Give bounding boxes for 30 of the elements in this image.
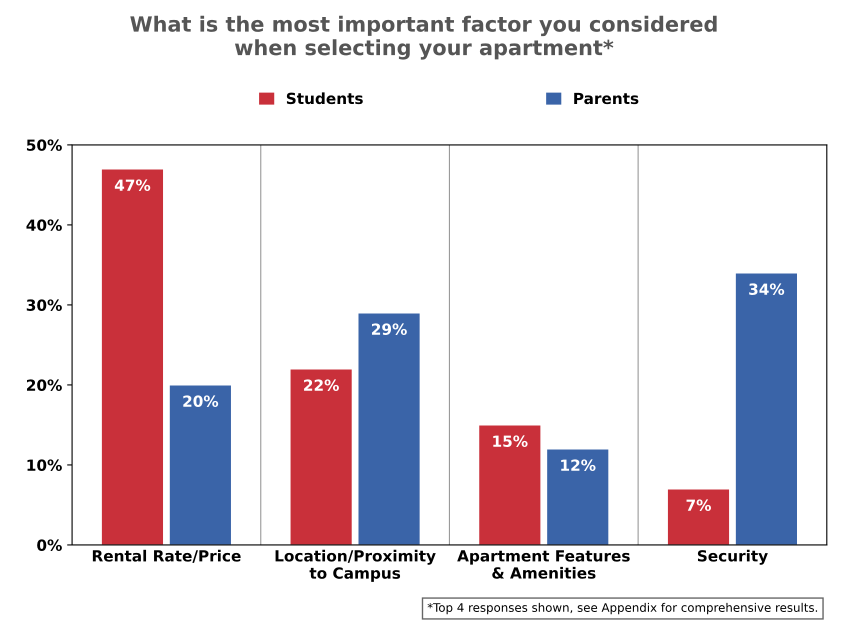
y-tick-label: 50% xyxy=(26,139,62,151)
data-label: 29% xyxy=(372,323,407,335)
bar xyxy=(100,168,164,545)
x-tick-label: Rental Rate/Price xyxy=(92,550,241,563)
bar xyxy=(289,368,353,545)
x-tick-label: Security xyxy=(698,550,768,565)
bar xyxy=(357,312,421,545)
bar xyxy=(666,488,730,545)
data-label: 34% xyxy=(749,283,784,295)
y-tick-label: 10% xyxy=(28,459,62,471)
legend-label: Students xyxy=(286,92,363,104)
data-label: 22% xyxy=(304,379,339,391)
bar xyxy=(168,384,232,545)
legend-label: Parents xyxy=(574,92,638,104)
text: *Top 4 responses shown, see Appendix for comprehensive results. xyxy=(428,602,818,614)
data-label: 47% xyxy=(114,179,150,191)
data-label: 12% xyxy=(561,459,596,471)
x-tick-label: Apartment Features & Amenities xyxy=(457,550,630,579)
bar xyxy=(478,424,542,545)
chart-title: What is the most important factor you considered when selecting your apartment* xyxy=(130,16,717,60)
y-tick-label: 30% xyxy=(26,299,62,311)
bar xyxy=(546,448,610,545)
y-tick-label: 20% xyxy=(26,379,62,391)
data-label: 15% xyxy=(493,435,528,447)
bar xyxy=(734,272,798,545)
y-tick-label: 40% xyxy=(26,219,62,231)
x-tick-label: Location/Proximity to Campus xyxy=(276,550,436,582)
y-tick-label: 0% xyxy=(37,539,62,551)
data-label: 20% xyxy=(183,395,218,407)
data-label: 7% xyxy=(686,499,711,511)
